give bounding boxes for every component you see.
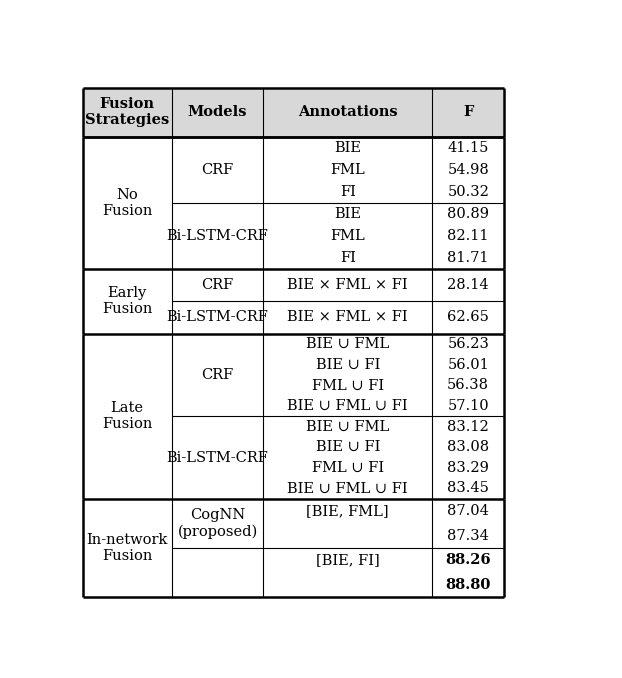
Text: 50.32: 50.32 <box>447 184 489 199</box>
Text: Bi-LSTM-CRF: Bi-LSTM-CRF <box>167 311 269 325</box>
Text: 88.80: 88.80 <box>445 578 491 592</box>
Text: 62.65: 62.65 <box>447 311 489 325</box>
Text: BIE: BIE <box>334 141 361 155</box>
Text: BIE: BIE <box>334 207 361 220</box>
Text: 54.98: 54.98 <box>447 163 489 177</box>
Text: 56.23: 56.23 <box>447 337 489 351</box>
Text: 80.89: 80.89 <box>447 207 490 220</box>
Text: BIE ∪ FI: BIE ∪ FI <box>315 440 380 454</box>
Text: BIE ∪ FML ∪ FI: BIE ∪ FML ∪ FI <box>287 481 408 496</box>
Text: 83.12: 83.12 <box>447 420 489 434</box>
Text: BIE ∪ FML: BIE ∪ FML <box>306 420 389 434</box>
Text: 28.14: 28.14 <box>447 278 489 292</box>
Text: In-network
Fusion: In-network Fusion <box>86 533 168 563</box>
Text: CRF: CRF <box>202 163 234 177</box>
Text: FML: FML <box>330 163 365 177</box>
Text: BIE ∪ FML: BIE ∪ FML <box>306 337 389 351</box>
Text: 41.15: 41.15 <box>447 141 489 155</box>
Text: 87.34: 87.34 <box>447 529 489 542</box>
Text: Annotations: Annotations <box>298 105 397 119</box>
Bar <box>83 87 504 137</box>
Text: FI: FI <box>340 184 356 199</box>
Text: FI: FI <box>340 251 356 264</box>
Text: 83.08: 83.08 <box>447 440 490 454</box>
Text: Early
Fusion: Early Fusion <box>102 286 152 316</box>
Text: FML ∪ FI: FML ∪ FI <box>312 461 384 475</box>
Text: [BIE, FI]: [BIE, FI] <box>316 553 379 567</box>
Text: BIE ∪ FI: BIE ∪ FI <box>315 358 380 372</box>
Text: CRF: CRF <box>202 368 234 382</box>
Text: FML ∪ FI: FML ∪ FI <box>312 378 384 393</box>
Text: Late
Fusion: Late Fusion <box>102 401 152 431</box>
Text: BIE × FML × FI: BIE × FML × FI <box>287 311 408 325</box>
Text: FML: FML <box>330 228 365 243</box>
Text: 83.29: 83.29 <box>447 461 489 475</box>
Text: BIE ∪ FML ∪ FI: BIE ∪ FML ∪ FI <box>287 399 408 413</box>
Text: 81.71: 81.71 <box>447 251 489 264</box>
Text: CRF: CRF <box>202 278 234 292</box>
Text: 56.38: 56.38 <box>447 378 490 393</box>
Text: 82.11: 82.11 <box>447 228 489 243</box>
Text: CogNN
(proposed): CogNN (proposed) <box>177 508 258 539</box>
Text: BIE × FML × FI: BIE × FML × FI <box>287 278 408 292</box>
Text: 57.10: 57.10 <box>447 399 489 413</box>
Text: Models: Models <box>188 105 248 119</box>
Text: Bi-LSTM-CRF: Bi-LSTM-CRF <box>167 450 269 464</box>
Text: [BIE, FML]: [BIE, FML] <box>307 504 389 518</box>
Text: 87.04: 87.04 <box>447 504 489 518</box>
Text: 83.45: 83.45 <box>447 481 489 496</box>
Text: 56.01: 56.01 <box>447 358 489 372</box>
Text: F: F <box>463 105 473 119</box>
Text: No
Fusion: No Fusion <box>102 188 152 218</box>
Text: 88.26: 88.26 <box>445 553 491 567</box>
Text: Fusion
Strategies: Fusion Strategies <box>85 97 169 127</box>
Text: Bi-LSTM-CRF: Bi-LSTM-CRF <box>167 228 269 243</box>
